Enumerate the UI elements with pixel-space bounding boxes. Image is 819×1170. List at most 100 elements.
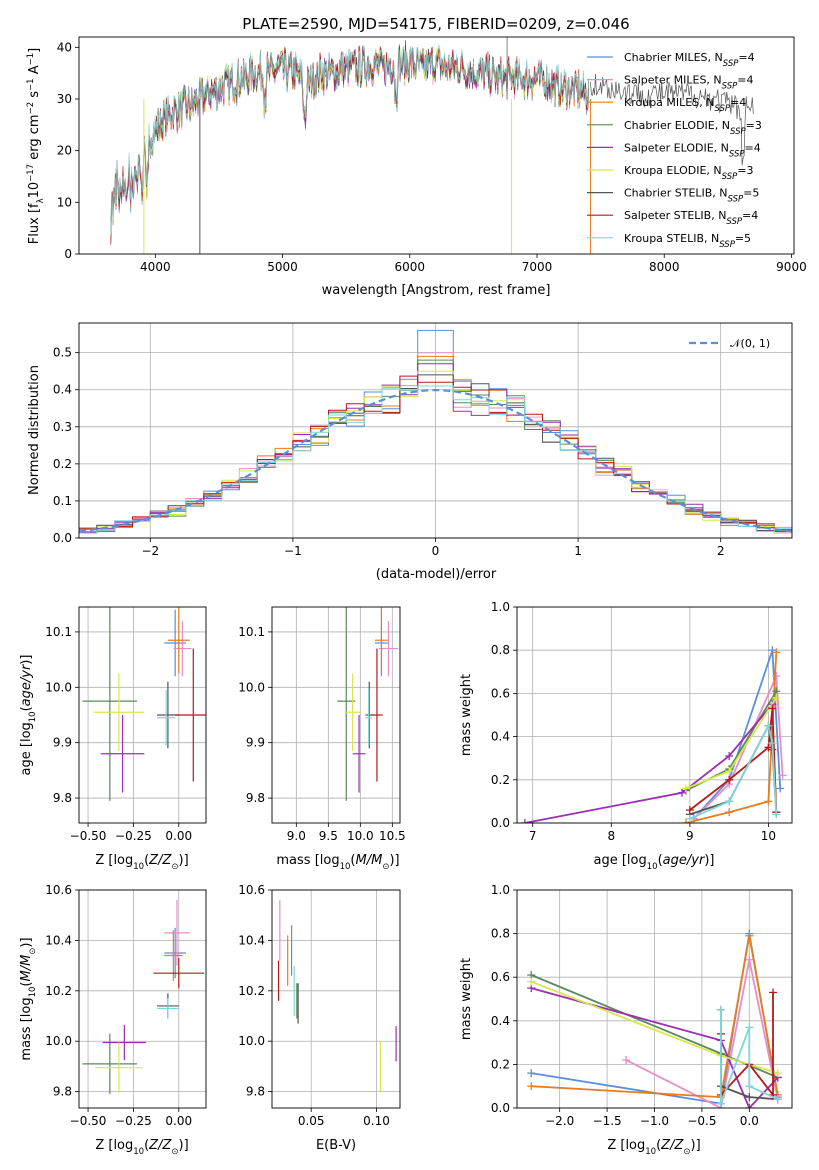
age-vs-metallicity-panel: −0.50 −0.25 0.00 9.8 9.9 10.0 10.1 Z [log10(Z/Z… [19,606,207,872]
y-tick-label: 10.0 [45,1034,72,1048]
legend-entry: Kroupa MILES, NSSP=4 [624,96,746,114]
x-tick-label: 10 [761,829,776,843]
x-tick-label: 10.0 [347,829,374,843]
x-tick-label: 0.00 [165,1114,192,1128]
x-tick-label: −1 [284,544,302,558]
x-tick-label: 4000 [140,260,171,274]
y-axis-label: Flux [fλ10−17 erg cm−2 s−1 A−1] [26,48,46,244]
y-tick-label: 0.4 [491,1014,510,1028]
x-tick-label: 0.10 [363,1114,390,1128]
x-tick-label: 0.05 [298,1114,325,1128]
y-axis-label: age [log10(age/yr)] [19,655,38,776]
axes-frame [78,36,795,255]
y-tick-label: 0.6 [491,970,510,984]
x-axis-label: Z [log10(Z/Z⊙)] [95,853,188,872]
y-tick-label: 0.0 [491,1101,510,1115]
y-tick-label: 20 [57,144,72,158]
y-tick-label: 0.1 [53,494,72,508]
error-bars [82,607,206,801]
axes-frame [516,606,793,824]
y-tick-label: 0.2 [491,773,510,787]
y-tick-label: 10.6 [238,883,265,897]
legend-entry: Kroupa ELODIE, NSSP=3 [624,164,754,182]
spectrum-line-8 [110,44,590,235]
x-axis-label: Z [log10(Z/Z⊙)] [95,1138,188,1157]
x-axis-label: Z [log10(Z/Z⊙)] [607,1138,700,1157]
x-axis-label: mass [log10(M/M⊙)] [276,853,399,872]
x-axis-label: (data-model)/error [376,567,497,582]
axes-frame [78,889,207,1109]
y-tick-label: 0.4 [491,730,510,744]
legend: Chabrier MILES, NSSP=4 Salpeter MILES, NS… [587,51,762,250]
spectrum-lines [110,37,754,254]
x-tick-label: −0.25 [115,1114,152,1128]
y-tick-label: 0.6 [491,686,510,700]
y-tick-label: 10.1 [45,625,72,639]
y-tick-label: 0.0 [491,816,510,830]
spectrum-line-7 [110,40,590,244]
x-tick-label: 6000 [395,260,426,274]
x-tick-label: 7000 [522,260,553,274]
x-tick-label: −1.5 [593,1114,622,1128]
mass-vs-ebv-panel: 0.05 0.10 9.8 10.0 10.2 10.4 10.6 E(B-V) [238,883,401,1153]
weight-line-2 [531,935,779,1099]
y-tick-label: 1.0 [491,883,510,897]
y-tick-label: 10.0 [238,680,265,694]
y-tick-label: 9.9 [53,736,72,750]
y-tick-label: 9.8 [53,791,72,805]
y-tick-label: 0.8 [491,927,510,941]
y-tick-label: 10.2 [45,984,72,998]
x-tick-label: 9.0 [287,829,306,843]
y-tick-label: 0.3 [53,420,72,434]
y-tick-label: 0.2 [53,457,72,471]
x-tick-label: 8000 [649,260,680,274]
figure-title: PLATE=2590, MJD=54175, FIBERID=0209, z=0… [242,15,629,33]
axes-frame [78,606,207,824]
axes-frame [271,606,401,824]
y-tick-label: 10.4 [238,933,265,947]
legend-entry: Chabrier ELODIE, NSSP=3 [624,119,762,137]
residuals-panel: −2 −1 0 1 2 0.0 0.1 0.2 0.3 0.4 0.5 𝒩(0, 1) (data-mo… [27,322,793,582]
x-tick-label: −2.0 [545,1114,574,1128]
y-tick-label: 9.9 [246,736,265,750]
y-tick-label: 10.1 [238,625,265,639]
x-axis-label: wavelength [Angstrom, rest frame] [322,283,551,298]
x-tick-label: 10.5 [379,829,406,843]
y-tick-label: 0.0 [53,531,72,545]
y-tick-label: 10.6 [45,883,72,897]
y-tick-label: 10.0 [238,1034,265,1048]
error-bars [277,900,397,1092]
spectrum-tail [590,73,754,166]
y-tick-label: 9.8 [53,1085,72,1099]
weight-line-1 [625,959,779,1108]
x-tick-label: 8 [607,829,615,843]
y-tick-label: 0.8 [491,643,510,657]
legend-entry: 𝒩(0, 1) [730,337,770,350]
x-tick-label: 5000 [267,260,298,274]
y-tick-label: 9.8 [246,791,265,805]
y-tick-label: 0.5 [53,346,72,360]
weight-lines [527,929,782,1108]
y-axis-label: mass weight [459,958,474,1040]
spectrum-panel: 4000 5000 6000 7000 8000 9000 0 10 20 30 40 wavelen… [26,36,807,298]
x-tick-label: 0 [432,544,440,558]
x-tick-label: 1 [574,544,582,558]
weight-vs-metallicity-panel: −2.0 −1.5 −1.0 −0.5 0.0 0.0 0.2 0.4 0.6 0.8 1.0 mas… [459,883,793,1157]
error-bars [82,900,205,1095]
y-tick-label: 0.4 [53,383,72,397]
y-tick-label: 0.2 [491,1057,510,1071]
axes-frame [78,322,793,539]
y-tick-label: 30 [57,92,72,106]
x-tick-label: −0.5 [687,1114,716,1128]
x-tick-label: 2 [717,544,725,558]
age-vs-mass-panel: 9.0 9.5 10.0 10.5 9.8 9.9 10.0 10.1 mass [log10(… [238,606,406,872]
legend-entry: Chabrier STELIB, NSSP=5 [624,187,759,205]
histograms [79,329,792,534]
x-tick-label: 7 [529,829,537,843]
x-tick-label: 0.00 [165,829,192,843]
legend-entry: Chabrier MILES, NSSP=4 [624,51,755,69]
axes-frame [516,889,793,1109]
x-tick-label: −1.0 [640,1114,669,1128]
y-tick-label: 10.0 [45,680,72,694]
